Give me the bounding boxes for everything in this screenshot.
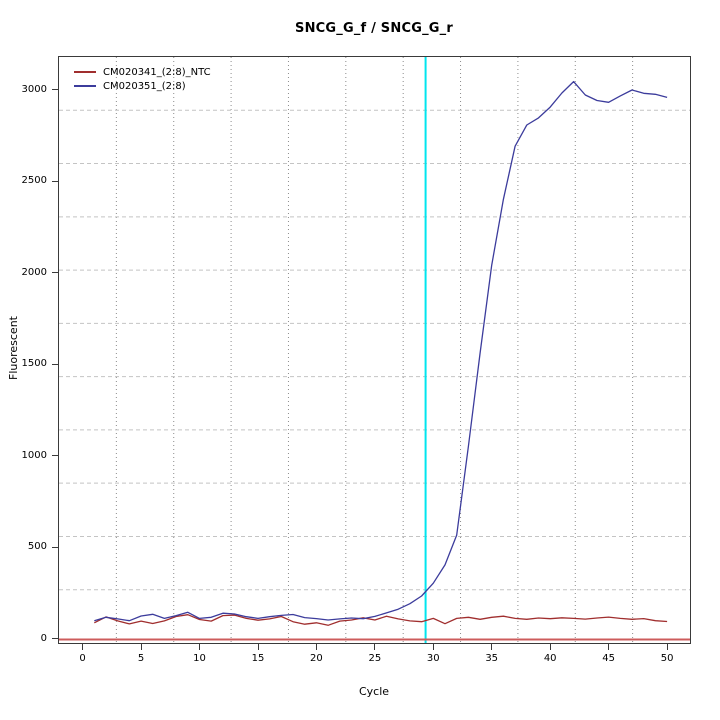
x-tick-mark bbox=[549, 644, 551, 650]
y-axis-label: Fluorescent bbox=[7, 316, 20, 380]
x-tick-mark bbox=[432, 644, 434, 650]
y-tick-mark bbox=[52, 455, 58, 456]
y-tick-label: 2500 bbox=[21, 175, 47, 186]
legend-line-swatch bbox=[74, 85, 96, 87]
x-tick-label: 15 bbox=[251, 653, 265, 664]
y-tick-mark bbox=[52, 89, 58, 90]
x-tick-mark bbox=[491, 644, 493, 650]
plot-canvas bbox=[59, 57, 690, 643]
x-tick-mark bbox=[666, 644, 668, 650]
y-tick-mark bbox=[52, 180, 58, 182]
x-tick-label: 5 bbox=[137, 653, 145, 664]
x-tick-label: 30 bbox=[426, 653, 440, 664]
x-tick-label: 45 bbox=[602, 653, 615, 664]
y-tick-mark bbox=[52, 546, 58, 548]
y-tick-mark bbox=[52, 363, 58, 365]
legend-label: CM020351_(2:8) bbox=[103, 80, 186, 92]
x-tick-label: 20 bbox=[310, 653, 323, 664]
legend-item: CM020351_(2:8) bbox=[74, 79, 211, 93]
legend: CM020341_(2:8)_NTC CM020351_(2:8) bbox=[74, 65, 211, 93]
y-tick-mark bbox=[52, 272, 58, 273]
series-line-ntc bbox=[94, 614, 668, 626]
x-tick-mark bbox=[257, 644, 259, 650]
x-tick-label: 50 bbox=[660, 653, 674, 664]
x-tick-mark bbox=[199, 644, 200, 650]
x-tick-mark bbox=[82, 644, 84, 650]
legend-line-swatch bbox=[74, 71, 96, 73]
x-tick-label: 25 bbox=[368, 653, 382, 664]
x-tick-mark bbox=[374, 644, 376, 650]
y-tick-label: 3000 bbox=[21, 83, 47, 95]
legend-item: CM020341_(2:8)_NTC bbox=[74, 65, 211, 79]
y-tick-mark bbox=[52, 638, 58, 639]
y-tick-label: 1000 bbox=[21, 449, 47, 461]
plot-area: CM020341_(2:8)_NTC CM020351_(2:8) bbox=[58, 56, 691, 644]
x-tick-label: 10 bbox=[193, 653, 206, 664]
x-tick-label: 0 bbox=[79, 653, 86, 664]
x-axis-label: Cycle bbox=[358, 685, 390, 698]
x-tick-mark bbox=[608, 644, 610, 650]
series-line-sample bbox=[94, 80, 668, 622]
x-tick-mark bbox=[315, 644, 317, 650]
y-tick-label: 1500 bbox=[21, 358, 47, 369]
chart-title: SNCG_G_f / SNCG_G_r bbox=[295, 21, 453, 36]
y-tick-label: 0 bbox=[40, 632, 47, 644]
y-tick-label: 500 bbox=[27, 541, 47, 552]
y-tick-label: 2000 bbox=[21, 266, 47, 278]
legend-label: CM020341_(2:8)_NTC bbox=[103, 66, 211, 78]
x-tick-label: 40 bbox=[543, 653, 557, 664]
x-tick-mark bbox=[140, 644, 142, 650]
x-tick-label: 35 bbox=[485, 653, 499, 664]
